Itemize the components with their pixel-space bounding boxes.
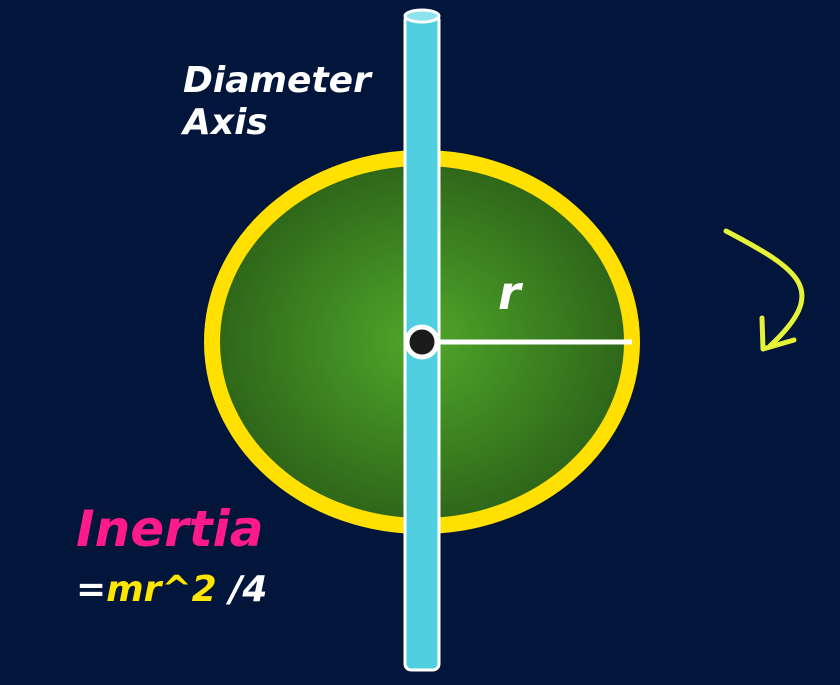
axis-label: Diameter Axis (183, 60, 371, 144)
formula-main: mr^2 (106, 569, 217, 610)
formula-tail: /4 (229, 569, 268, 610)
inertia-formula: =mr^2 /4 (76, 568, 267, 612)
axis-label-line2: Axis (183, 102, 268, 143)
axis-label-line1: Diameter (183, 60, 371, 101)
axis-rod-top-cap (403, 8, 441, 24)
center-point (404, 324, 440, 360)
curved-arrow-icon (723, 228, 805, 352)
inertia-title: Inertia (76, 500, 264, 558)
radius-label: r (498, 266, 521, 320)
formula-equals: = (76, 569, 107, 610)
